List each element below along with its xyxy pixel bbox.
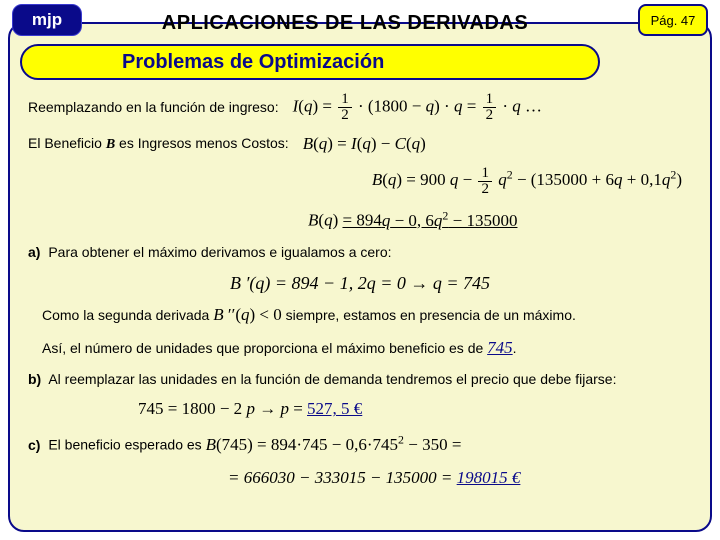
header-title: APLICACIONES DE LAS DERIVADAS [162,12,528,35]
item-c: c) El beneficio esperado es B(745) = 894… [28,431,692,457]
content-area: Reemplazando en la función de ingreso: I… [28,92,692,524]
eq-final-2: = 666030 − 333015 − 135000 = 198015 € [28,467,692,490]
label-c: c) [28,437,40,453]
page-number: Pág. 47 [651,13,696,28]
section-title-pill: Problemas de Optimización [20,44,600,80]
label-a: a) [28,244,40,260]
text-second-deriv: Como la segunda derivada B ′′(q) < 0 sie… [28,304,692,327]
eq-expand-math: B(q) = 900 q − 12 q2 − (135000 + 6q + 0,… [372,170,682,189]
author-badge-text: mjp [32,10,62,30]
item-b: b) Al reemplazar las unidades en la func… [28,370,692,389]
author-badge: mjp [12,4,82,36]
page-badge: Pág. 47 [638,4,708,36]
eq-price: 745 = 1800 − 2 p → p = 527, 5 € [28,398,692,421]
text-b: Al reemplazar las unidades en la función… [48,371,616,387]
eq-simplified: B(q) = 894q − 0, 6q2 − 135000 [28,207,692,233]
text-intro: Reemplazando en la función de ingreso: [28,98,279,117]
text-a: Para obtener el máximo derivamos e igual… [48,244,391,260]
label-b: b) [28,371,41,387]
eq-expand: B(q) = 900 q − 12 q2 − (135000 + 6q + 0,… [28,166,692,197]
item-a: a) Para obtener el máximo derivamos e ig… [28,243,692,262]
text-max-units: Así, el número de unidades que proporcio… [28,337,692,360]
line-1: Reemplazando en la función de ingreso: I… [28,92,692,123]
eq-final-1: B(745) = 894·745 − 0,6·7452 − 350 = [206,435,462,454]
section-title: Problemas de Optimización [122,51,384,74]
eq-benef-def: B(q) = I(q) − C(q) [303,133,426,156]
eq-derivative: B ′(q) = 894 − 1, 2q = 0 → q = 745 [28,271,692,295]
line-2: El Beneficio B es Ingresos menos Costos:… [28,133,692,156]
header: APLICACIONES DE LAS DERIVADAS [60,6,630,40]
text-c: El beneficio esperado es [48,437,205,453]
eq-ingreso: I(q) = 12 · (1800 − q) · q = 12 · q … [293,92,542,123]
eq-simplified-math: B(q) = 894q − 0, 6q2 − 135000 [308,211,517,230]
text-benef: El Beneficio B es Ingresos menos Costos: [28,134,289,155]
